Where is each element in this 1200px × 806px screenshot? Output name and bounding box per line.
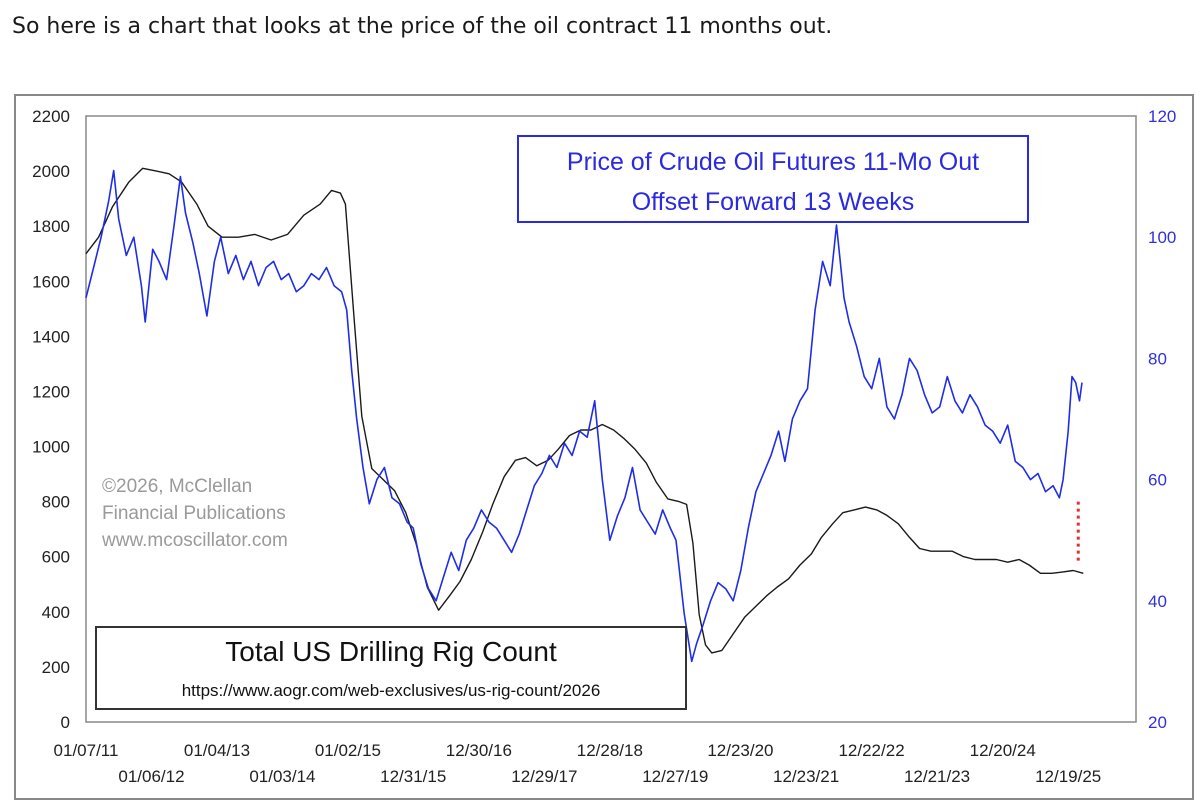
x-axis-tick-label: 01/03/14 [249,767,315,786]
title-box [517,135,1029,223]
x-axis-tick-label: 12/23/20 [707,741,773,760]
left-axis-tick-label: 600 [42,548,70,567]
x-axis-tick-label: 12/23/21 [773,767,839,786]
x-axis-tick-label: 01/06/12 [118,767,184,786]
x-axis-tick-label: 12/22/22 [838,741,904,760]
left-axis-tick-label: 1200 [32,382,70,401]
x-axis-tick-label: 12/21/23 [904,767,970,786]
rig-count-box [95,626,687,710]
x-axis-tick-label: 12/28/18 [577,741,643,760]
x-axis-tick-label: 12/29/17 [511,767,577,786]
left-axis-tick-label: 1000 [32,438,70,457]
left-axis-tick-label: 2200 [32,107,70,126]
left-axis-tick-label: 1600 [32,272,70,291]
right-axis-tick-label: 20 [1148,713,1167,732]
oil-futures-line [85,169,1083,663]
left-axis-tick-label: 0 [61,713,70,732]
chart-title-line-2: Offset Forward 13 Weeks [632,188,915,216]
x-axis-tick-label: 12/27/19 [642,767,708,786]
watermark-line-3: www.mcoscillator.com [101,530,288,551]
rig-count-title: Total US Drilling Rig Count [225,636,557,667]
right-axis-tick-label: 120 [1148,107,1176,126]
rig-count-source-url: https://www.aogr.com/web-exclusives/us-r… [182,681,601,700]
x-axis-tick-label: 12/30/16 [446,741,512,760]
right-axis-tick-label: 80 [1148,349,1167,368]
x-axis-tick-label: 01/04/13 [184,741,250,760]
rig-count-line [85,167,1084,654]
left-axis-tick-label: 200 [42,658,70,677]
watermark-line-2: Financial Publications [102,503,286,524]
x-axis-tick-label: 01/02/15 [315,741,381,760]
left-axis-tick-label: 1400 [32,327,70,346]
x-axis-tick-label: 12/20/24 [970,741,1036,760]
watermark-line-1: ©2026, McClellan [102,476,252,497]
right-axis-tick-label: 40 [1148,592,1167,611]
left-axis-tick-label: 2000 [32,162,70,181]
left-axis-tick-label: 1800 [32,217,70,236]
left-axis-tick-label: 400 [42,603,70,622]
right-axis-tick-label: 60 [1148,471,1167,490]
right-axis-tick-label: 100 [1148,228,1176,247]
x-axis-tick-label: 12/19/25 [1035,767,1101,786]
x-axis-tick-label: 12/31/15 [380,767,446,786]
left-axis-tick-label: 800 [42,493,70,512]
x-axis-tick-label: 01/07/11 [54,741,119,760]
intro-text: So here is a chart that looks at the pri… [12,14,833,39]
chart-title-line-1: Price of Crude Oil Futures 11-Mo Out [567,148,979,176]
